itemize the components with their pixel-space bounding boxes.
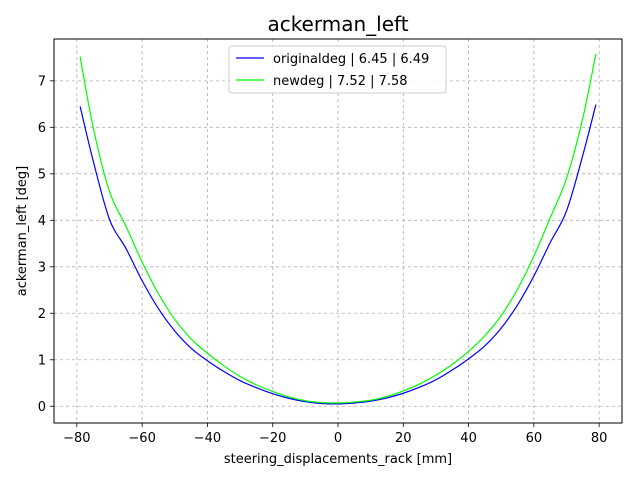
x-tick-label: −20	[259, 431, 286, 446]
ticks: −80 −60 −40 −20 0 20 40 60 80 0 1 2 3 4 5 6 7	[38, 74, 608, 446]
y-tick-label: 5	[38, 167, 46, 182]
series-line-originaldeg	[79, 104, 597, 405]
x-tick-label: 40	[460, 431, 477, 446]
legend-label-originaldeg: originaldeg | 6.45 | 6.49	[273, 52, 429, 67]
series-line-newdeg	[79, 53, 597, 404]
x-tick-label: −80	[63, 431, 90, 446]
x-axis-label: steering_displacements_rack [mm]	[224, 452, 452, 467]
y-tick-label: 1	[38, 353, 46, 368]
x-tick-label: 20	[395, 431, 412, 446]
legend: originaldeg | 6.45 | 6.49 newdeg | 7.52 …	[228, 45, 447, 94]
x-tick-label: 80	[591, 431, 608, 446]
y-tick-label: 6	[38, 121, 46, 136]
x-tick-label: −60	[128, 431, 155, 446]
legend-label-newdeg: newdeg | 7.52 | 7.58	[273, 74, 408, 89]
y-tick-label: 0	[38, 400, 46, 415]
y-tick-label: 7	[38, 74, 46, 89]
y-tick-label: 2	[38, 307, 46, 322]
x-tick-label: 60	[526, 431, 543, 446]
x-tick-label: −40	[194, 431, 221, 446]
series-group	[79, 53, 597, 405]
legend-box	[228, 45, 447, 94]
y-tick-label: 4	[38, 214, 46, 229]
y-axis-label: ackerman_left [deg]	[15, 166, 30, 297]
x-tick-label: 0	[334, 431, 342, 446]
chart-title: ackerman_left	[267, 12, 408, 36]
y-tick-label: 3	[38, 260, 46, 275]
